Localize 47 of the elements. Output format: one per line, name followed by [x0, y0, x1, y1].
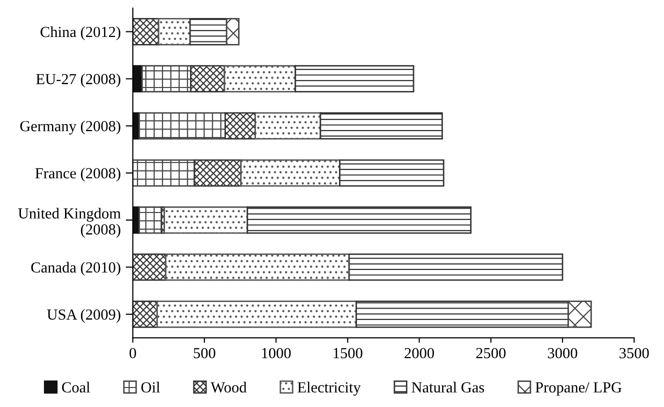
bar [132, 254, 166, 281]
bar [568, 300, 592, 328]
y-tick-label: Canada (2010) [31, 262, 120, 276]
bar [189, 18, 228, 46]
bar [194, 159, 242, 187]
bar [138, 112, 226, 140]
y-tick-label: EU-27 (2008) [36, 73, 120, 88]
bar [240, 159, 340, 187]
bar [138, 206, 162, 234]
y-tick-label: France (2008) [35, 168, 120, 182]
y-tick-label: United Kingdom (2008) [18, 208, 121, 238]
bar [165, 254, 350, 281]
legend-label: Oil [141, 382, 160, 393]
y-tick-label: USA (2009) [47, 308, 120, 323]
y-tick-label: Germany (2008) [20, 120, 120, 134]
x-tick-label: 2500 [476, 348, 506, 358]
bar [132, 300, 158, 328]
x-tick-label: 3500 [620, 348, 649, 358]
bar [156, 300, 357, 328]
bar [132, 18, 160, 46]
x-tick-label: 500 [194, 348, 216, 358]
legend-label: Natural Gas [412, 382, 484, 393]
bar [246, 206, 472, 234]
x-tick-label: 2000 [404, 348, 434, 358]
bar [356, 300, 569, 328]
bar [339, 159, 444, 187]
bar [132, 159, 196, 187]
bar [348, 254, 564, 281]
bar [294, 65, 414, 92]
bar [224, 65, 296, 92]
bar [141, 65, 192, 92]
bar [190, 65, 226, 92]
y-tick-label: China (2012) [40, 26, 120, 40]
bar [224, 112, 256, 140]
x-tick-label: 1000 [262, 348, 291, 358]
legend-label: Electricity [298, 382, 361, 396]
legend-label: Wood [210, 382, 247, 393]
bar [164, 206, 248, 234]
legend-label: Coal [62, 382, 90, 393]
x-tick-label: 3000 [548, 348, 578, 358]
bar [254, 112, 322, 140]
legend-label: Propane/ LPG [535, 382, 622, 396]
bar [226, 18, 240, 46]
x-tick-label: 1500 [334, 348, 362, 358]
bar [158, 18, 191, 46]
x-tick-label: 0 [130, 348, 136, 358]
bar [320, 112, 443, 140]
